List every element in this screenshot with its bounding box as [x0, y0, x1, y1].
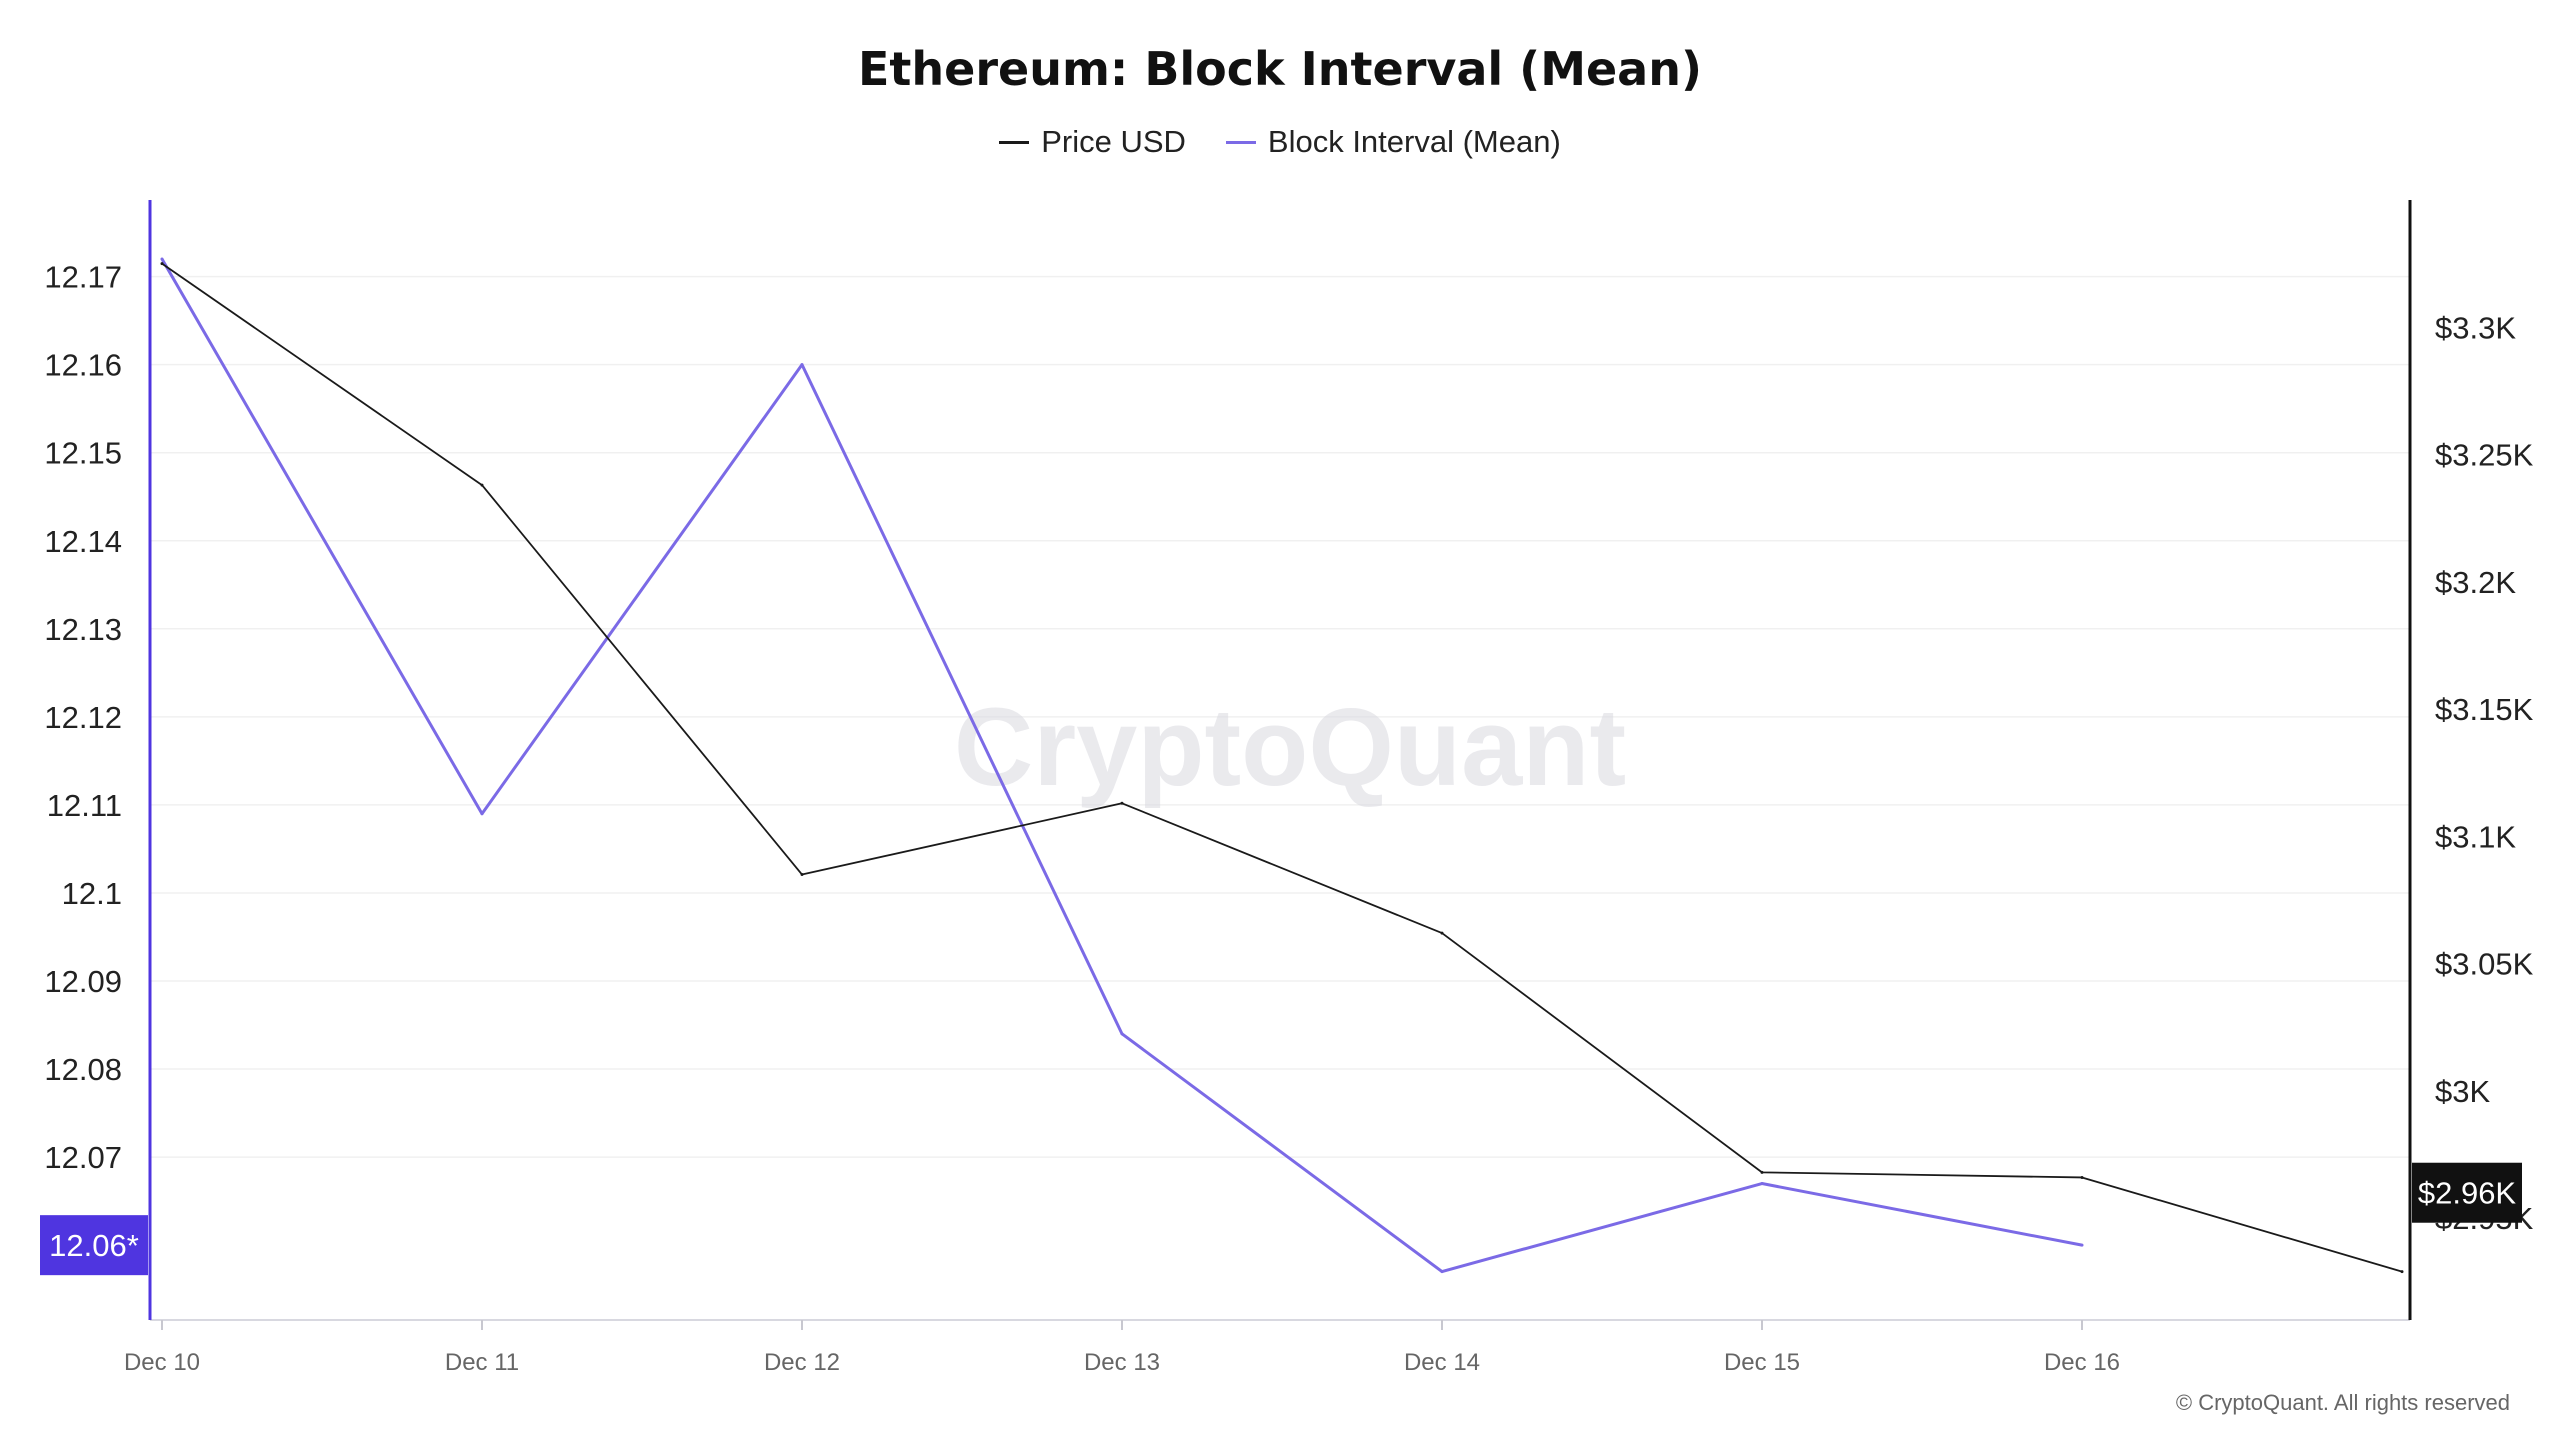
- x-tick-label: Dec 15: [1724, 1349, 1800, 1376]
- right-current-label: $2.96K: [2418, 1176, 2517, 1211]
- price-point: [2080, 1175, 2084, 1179]
- block-interval-point: [480, 812, 484, 816]
- copyright-text: © CryptoQuant. All rights reserved: [2175, 1390, 2510, 1415]
- right-current-badge: [2412, 1162, 2522, 1223]
- legend-swatch-price: [999, 140, 1030, 144]
- block-interval-point: [2080, 1243, 2084, 1247]
- left-current-label: 12.06*: [49, 1228, 139, 1263]
- price-point: [1760, 1170, 1764, 1174]
- left-tick-label: 12.1: [62, 876, 122, 911]
- x-tick-label: Dec 13: [1084, 1349, 1160, 1376]
- watermark-text: CryptoQuant: [954, 686, 1626, 809]
- grid-lines: [150, 275, 2410, 1158]
- right-tick-label: $3.05K: [2435, 947, 2534, 982]
- right-tick-label: $3.2K: [2435, 565, 2516, 600]
- price-point: [2400, 1270, 2404, 1274]
- left-tick-label: 12.09: [44, 964, 122, 999]
- block-interval-point: [160, 257, 164, 261]
- right-tick-label: $3.3K: [2435, 310, 2516, 345]
- x-tick-label: Dec 14: [1404, 1349, 1480, 1376]
- right-tick-label: $3.15K: [2435, 692, 2534, 727]
- x-tick-label: Dec 11: [445, 1349, 519, 1376]
- left-tick-label: 12.11: [47, 788, 122, 823]
- series-lines: [160, 257, 2404, 1274]
- price-point: [1120, 801, 1124, 805]
- legend-item-price[interactable]: Price USD: [999, 124, 1186, 160]
- left-tick-label: 12.12: [44, 700, 122, 735]
- price-point: [480, 483, 484, 487]
- block-interval-point: [1120, 1032, 1124, 1036]
- block-interval-point: [1440, 1270, 1444, 1274]
- price-point: [1440, 931, 1444, 935]
- left-tick-label: 12.07: [44, 1140, 122, 1175]
- tick-labels: 12.07 12.08 12.09 12.1 12.11 12.12 12.13 12.14 1…: [44, 260, 2533, 1376]
- right-tick-label: $3.1K: [2435, 819, 2516, 854]
- left-tick-label: 12.15: [44, 436, 122, 471]
- block-interval-point: [1760, 1182, 1764, 1186]
- legend-swatch-block-interval: [1225, 140, 1256, 144]
- left-tick-label: 12.14: [44, 524, 122, 559]
- legend-item-block-interval[interactable]: Block Interval (Mean): [1225, 124, 1561, 160]
- legend: Price USD Block Interval (Mean): [0, 124, 2560, 160]
- x-tick-label: Dec 12: [764, 1349, 840, 1376]
- axes: [148, 200, 2412, 1330]
- current-value-badges: 12.06* $2.96K: [40, 1162, 2522, 1276]
- left-tick-label: 12.17: [44, 260, 122, 295]
- legend-label-price: Price USD: [1041, 124, 1186, 159]
- legend-label-block-interval: Block Interval (Mean): [1267, 124, 1561, 159]
- price-point: [800, 873, 804, 877]
- price-line: [161, 262, 2403, 1273]
- block-interval-point: [800, 363, 804, 367]
- right-tick-label: $3.25K: [2435, 438, 2534, 473]
- left-tick-label: 12.08: [44, 1052, 122, 1087]
- chart-title: Ethereum: Block Interval (Mean): [858, 42, 1702, 96]
- price-point: [160, 262, 164, 266]
- right-tick-label: $3K: [2435, 1074, 2490, 1109]
- left-tick-label: 12.16: [44, 348, 122, 383]
- left-current-badge: [40, 1215, 148, 1276]
- left-tick-label: 12.13: [44, 612, 122, 647]
- x-tick-label: Dec 10: [124, 1349, 200, 1376]
- x-tick-label: Dec 16: [2044, 1349, 2120, 1376]
